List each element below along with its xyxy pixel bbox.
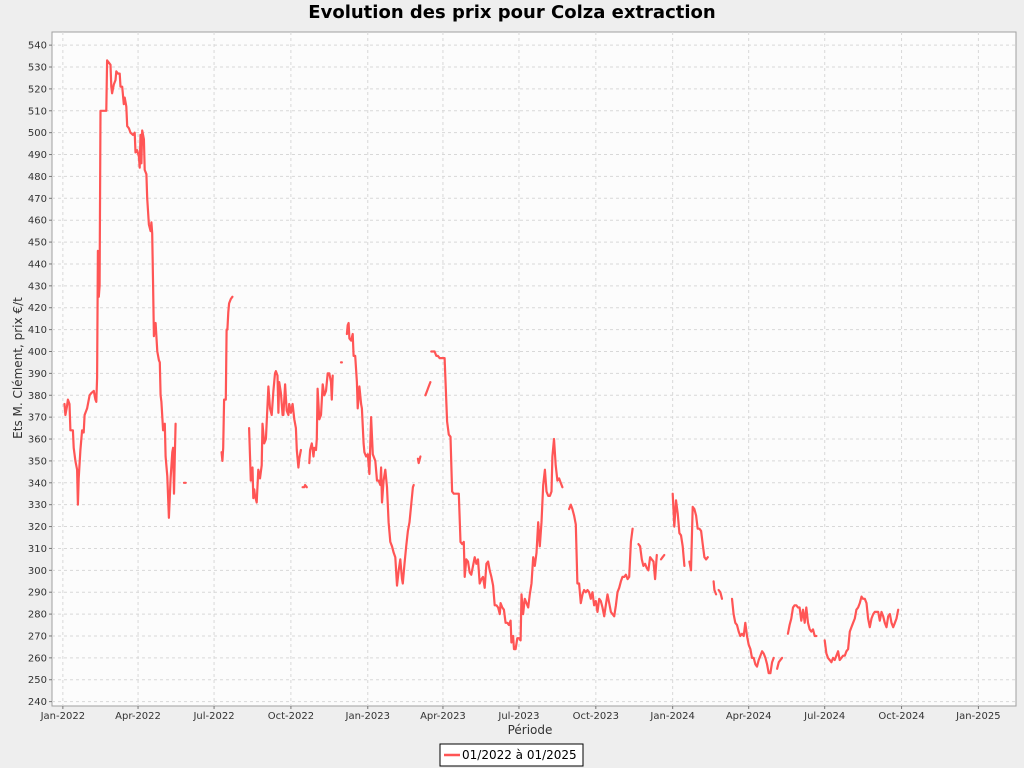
series-line-segment — [659, 553, 666, 561]
series-line-segment — [712, 580, 718, 596]
x-axis-ticks: Jan-2022 Apr-2022 Jul-2022 Oct-2022 Jan-2023… — [40, 706, 1001, 722]
legend: 01/2022 à 01/2025 — [439, 743, 584, 767]
x-tick-label: Oct-2022 — [268, 711, 314, 722]
y-tick-label: 380 — [28, 391, 47, 402]
y-tick-label: 290 — [28, 588, 47, 599]
y-tick-label: 280 — [28, 610, 47, 621]
y-tick-label: 320 — [28, 522, 47, 533]
series-line-segment — [301, 483, 308, 489]
y-axis-ticks: 240 250 260 270 280 290 300 310 320 330 340 350 360 3… — [28, 41, 52, 708]
x-tick-label: Jul-2023 — [497, 711, 539, 722]
y-tick-label: 540 — [28, 41, 47, 52]
y-tick-label: 270 — [28, 631, 47, 642]
y-tick-label: 330 — [28, 500, 47, 511]
series-line-segment — [424, 381, 432, 397]
series-line-segment — [688, 505, 709, 572]
gridlines — [52, 32, 1016, 706]
x-tick-label: Jul-2022 — [192, 711, 234, 722]
series-line-segment — [567, 503, 634, 618]
y-tick-label: 440 — [28, 259, 47, 270]
x-axis-label: Période — [508, 723, 553, 737]
y-tick-label: 470 — [28, 194, 47, 205]
y-tick-label: 250 — [28, 675, 47, 686]
series-line-segment — [730, 597, 775, 675]
series-line-segment — [717, 588, 724, 600]
chart-title: Evolution des prix pour Colza extraction — [308, 2, 715, 23]
series-line-segment — [248, 370, 302, 504]
y-tick-label: 350 — [28, 456, 47, 467]
y-tick-label: 450 — [28, 238, 47, 249]
legend-series-label: 01/2022 à 01/2025 — [462, 748, 577, 762]
series-line-segment — [63, 59, 177, 519]
x-tick-label: Oct-2023 — [573, 711, 619, 722]
legend-box — [439, 743, 584, 767]
x-tick-label: Jan-2024 — [649, 711, 694, 722]
series-line-segment — [786, 604, 818, 638]
x-tick-label: Apr-2024 — [726, 711, 772, 722]
y-tick-label: 420 — [28, 303, 47, 314]
x-tick-label: Apr-2023 — [420, 711, 466, 722]
y-tick-label: 240 — [28, 697, 47, 708]
x-tick-label: Jan-2022 — [40, 711, 85, 722]
y-tick-label: 500 — [28, 128, 47, 139]
series-line-segment — [345, 321, 415, 587]
series-line-segment — [416, 455, 422, 465]
series-line-segment — [671, 492, 686, 568]
x-tick-label: Oct-2024 — [878, 711, 924, 722]
y-tick-label: 480 — [28, 172, 47, 183]
y-axis-label: Ets M. Clément, prix €/t — [11, 297, 25, 439]
x-tick-label: Jan-2025 — [955, 711, 1000, 722]
series-line-segment — [775, 656, 784, 670]
y-tick-label: 390 — [28, 369, 47, 380]
y-tick-label: 410 — [28, 325, 47, 336]
x-tick-label: Jan-2023 — [345, 711, 390, 722]
series-line-segment — [220, 295, 234, 462]
x-tick-label: Apr-2022 — [115, 711, 161, 722]
y-tick-label: 530 — [28, 63, 47, 74]
series-line-segment — [637, 542, 658, 581]
y-tick-label: 520 — [28, 84, 47, 95]
y-tick-label: 510 — [28, 106, 47, 117]
series-lines — [63, 59, 900, 675]
series-line-segment — [823, 595, 900, 664]
y-tick-label: 260 — [28, 653, 47, 664]
y-tick-label: 370 — [28, 413, 47, 424]
y-tick-label: 490 — [28, 150, 47, 161]
y-tick-label: 310 — [28, 544, 47, 555]
y-tick-label: 340 — [28, 478, 47, 489]
series-line-segment — [430, 350, 564, 651]
series-line-segment — [308, 372, 334, 465]
x-tick-label: Jul-2024 — [803, 711, 845, 722]
y-tick-label: 400 — [28, 347, 47, 358]
y-tick-label: 300 — [28, 566, 47, 577]
plot-area — [51, 31, 1017, 707]
y-tick-label: 430 — [28, 281, 47, 292]
y-tick-label: 460 — [28, 216, 47, 227]
y-tick-label: 360 — [28, 435, 47, 446]
